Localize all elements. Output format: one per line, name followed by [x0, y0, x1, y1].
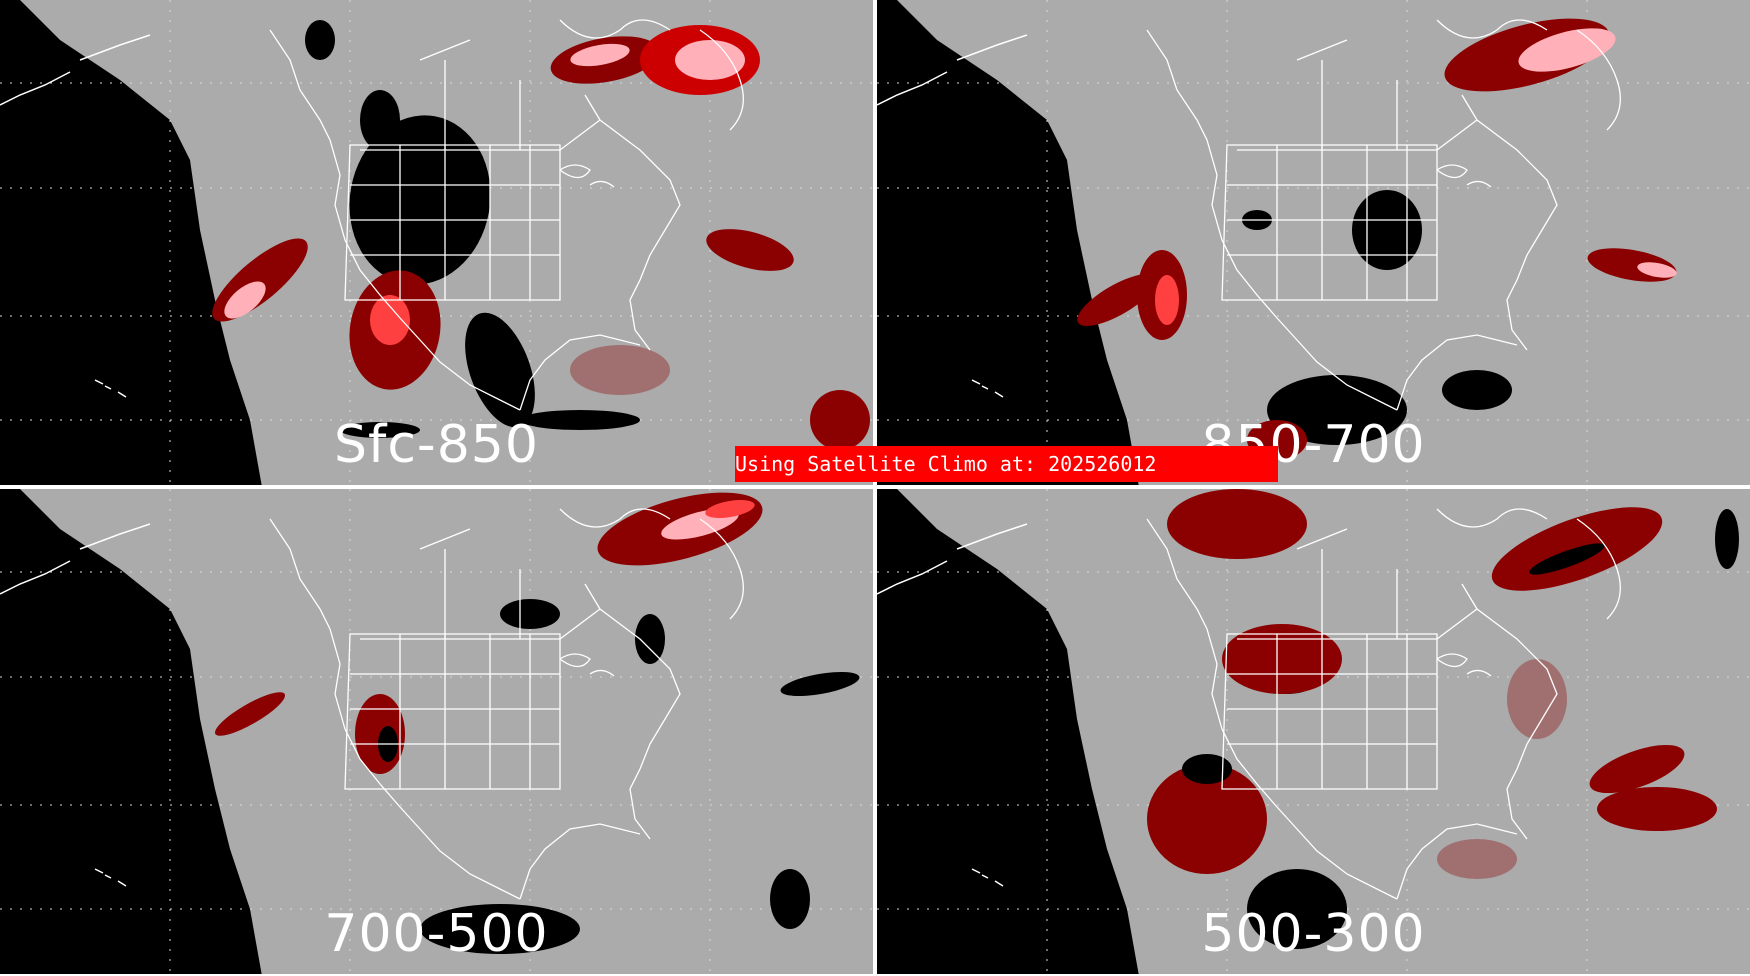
hawaii-islands [94, 379, 127, 398]
map-canvas [877, 0, 1750, 485]
east-coastline [1461, 583, 1558, 840]
great-lakes [1436, 164, 1492, 188]
canada-borders [360, 528, 601, 640]
moisture-anomaly-region [1222, 624, 1342, 694]
arctic-coastline [559, 508, 744, 620]
moisture-anomaly-region [1507, 659, 1567, 739]
moisture-anomaly-region [1352, 190, 1422, 270]
moisture-anomaly-region [780, 671, 860, 697]
moisture-anomaly-region [1182, 754, 1232, 784]
moisture-anomaly-region [1597, 787, 1717, 831]
layer-label: 700-500 [324, 904, 549, 964]
moisture-anomaly-region [1437, 839, 1517, 879]
moisture-anomaly-region [1529, 543, 1605, 575]
moisture-anomaly-region [420, 904, 580, 954]
aleutian-islands [877, 523, 1028, 595]
moisture-anomaly-region [1155, 275, 1179, 325]
moisture-anomaly-region [520, 410, 640, 430]
moisture-anomaly-region [810, 390, 870, 450]
map-canvas [0, 0, 873, 485]
layer-label: 500-300 [1201, 904, 1426, 964]
moisture-anomaly-region [370, 295, 410, 345]
moisture-anomaly-region [1518, 28, 1616, 72]
aleutian-islands [0, 34, 151, 106]
canada-borders [1237, 528, 1478, 640]
arctic-coastline [1436, 19, 1621, 131]
moisture-anomaly-region [1442, 370, 1512, 410]
great-lakes [1436, 653, 1492, 677]
moisture-anomaly-region [1167, 489, 1307, 559]
canada-borders [1237, 39, 1478, 151]
moisture-anomaly-region [1247, 869, 1347, 949]
moisture-anomaly-region [1715, 509, 1739, 569]
moisture-anomaly-region [465, 312, 535, 428]
moisture-anomaly-region [500, 599, 560, 629]
arctic-coastline [1436, 508, 1621, 620]
map-panel-500-300: 500-300 [877, 489, 1750, 974]
arctic-coastline [559, 19, 744, 131]
pacific-ocean-mask [0, 0, 262, 485]
moisture-anomaly-region [215, 692, 285, 736]
gulf-coastline [1396, 823, 1518, 900]
moisture-anomaly-region [349, 115, 491, 285]
aleutian-islands [877, 34, 1028, 106]
moisture-anomaly-region [305, 20, 335, 60]
east-coastline [584, 94, 681, 351]
canada-borders [360, 39, 601, 151]
satellite-climo-banner: Using Satellite Climo at: 202526012 [735, 446, 1278, 482]
moisture-anomaly-region [705, 500, 755, 518]
map-panel-850-700: 850-700 [877, 0, 1750, 485]
hawaii-islands [971, 379, 1004, 398]
map-panel-sfc-850: Sfc-850 [0, 0, 873, 485]
aleutian-islands [0, 523, 151, 595]
moisture-anomaly-region [1077, 274, 1157, 326]
east-coastline [584, 583, 681, 840]
map-canvas [0, 489, 873, 974]
great-lakes [559, 164, 615, 188]
gulf-coastline [1396, 334, 1518, 411]
moisture-anomaly-region [675, 40, 745, 80]
moisture-anomaly-region [770, 869, 810, 929]
moisture-anomaly-region [340, 422, 420, 438]
pacific-ocean-mask [0, 489, 262, 974]
hawaii-islands [94, 868, 127, 887]
moisture-anomaly-region [570, 43, 630, 67]
moisture-anomaly-region [224, 281, 266, 319]
pacific-ocean-mask [877, 489, 1139, 974]
great-lakes [559, 653, 615, 677]
moisture-anomaly-region [1147, 764, 1267, 874]
layer-label: Sfc-850 [334, 415, 539, 475]
hawaii-islands [971, 868, 1004, 887]
moisture-anomaly-region [360, 90, 400, 150]
moisture-anomaly-region [1637, 262, 1677, 278]
gulf-coastline [519, 334, 641, 411]
banner-text: Using Satellite Climo at: 202526012 [735, 452, 1157, 476]
moisture-anomaly-region [706, 229, 794, 271]
moisture-anomaly-region [1589, 744, 1685, 794]
moisture-anomaly-region [1267, 375, 1407, 445]
moisture-anomaly-region [570, 345, 670, 395]
map-panel-700-500: 700-500 [0, 489, 873, 974]
moisture-anomaly-region [212, 238, 308, 322]
pacific-ocean-mask [877, 0, 1139, 485]
east-coastline [1461, 94, 1558, 351]
map-canvas [877, 489, 1750, 974]
moisture-anomaly-region [635, 614, 665, 664]
gulf-coastline [519, 823, 641, 900]
